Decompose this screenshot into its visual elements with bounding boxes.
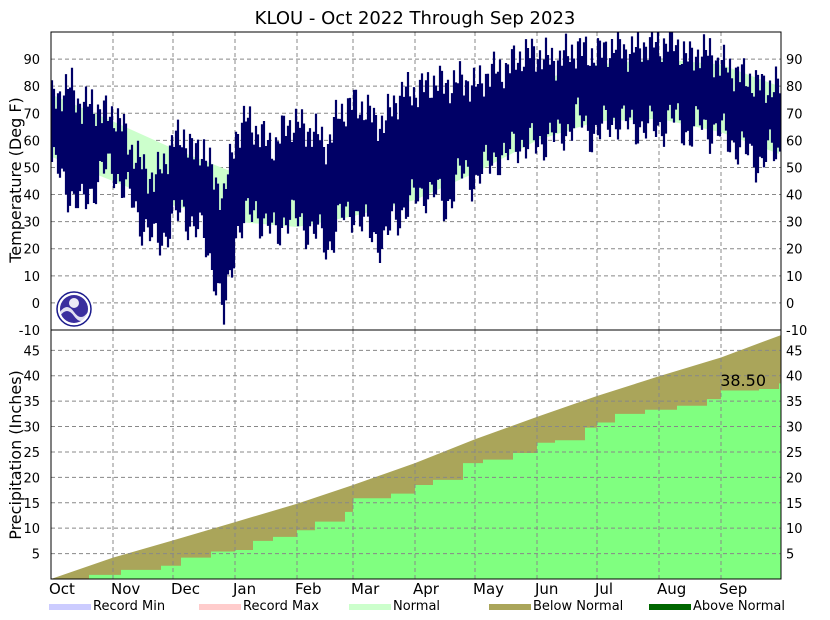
month-label: Dec xyxy=(171,580,200,598)
temperature-y-tick-label: 10 xyxy=(23,270,40,285)
precipitation-y-tick-label: 15 xyxy=(23,497,40,512)
precipitation-y-ticks-right: 5 10 15 20 25 30 35 40 45 xyxy=(786,344,803,562)
month-label: Feb xyxy=(295,580,322,598)
precipitation-y-tick-label: 20 xyxy=(786,471,803,486)
temperature-y-tick-label: 70 xyxy=(23,107,40,122)
temperature-y-tick-label: -10 xyxy=(786,324,807,339)
precipitation-y-tick-label: 5 xyxy=(32,548,40,563)
precipitation-y-tick-label: 25 xyxy=(23,446,40,461)
temperature-y-tick-label: 90 xyxy=(23,53,40,68)
legend-swatch xyxy=(49,604,91,610)
temperature-y-tick-label: 40 xyxy=(786,189,803,204)
precipitation-y-tick-label: 40 xyxy=(786,370,803,385)
precipitation-y-tick-label: 30 xyxy=(23,421,40,436)
temperature-panel: -10 0 10 20 30 40 50 60 70 80 90 -10 0 10 20 30 40 50 60 7… xyxy=(6,32,807,339)
precipitation-panel: 5 10 15 20 25 30 35 40 45 5 10 15 20 25 30 35 40 45 Prec… xyxy=(6,330,803,579)
month-label: Jun xyxy=(534,580,558,598)
precipitation-y-tick-label: 10 xyxy=(786,522,803,537)
temperature-y-axis-label: Temperature (Deg F) xyxy=(6,97,25,264)
temperature-y-tick-label: 60 xyxy=(23,134,40,149)
precipitation-y-tick-label: 15 xyxy=(786,497,803,512)
temperature-y-tick-label: 30 xyxy=(23,216,40,231)
temperature-y-tick-label: 90 xyxy=(786,53,803,68)
chart-title: KLOU - Oct 2022 Through Sep 2023 xyxy=(255,8,576,29)
legend-label: Above Normal xyxy=(693,599,785,614)
precipitation-y-tick-label: 5 xyxy=(786,548,794,563)
temperature-y-tick-label: 70 xyxy=(786,107,803,122)
legend-label: Record Max xyxy=(243,599,319,614)
temperature-y-tick-label: 20 xyxy=(23,243,40,258)
total-precipitation-annotation: 38.50 xyxy=(720,371,766,390)
precipitation-y-tick-label: 35 xyxy=(23,395,40,410)
legend-swatch xyxy=(199,604,241,610)
temperature-y-tick-label: 0 xyxy=(786,297,794,312)
legend-swatch xyxy=(649,604,691,610)
legend-label: Below Normal xyxy=(533,599,623,614)
precipitation-y-tick-label: 20 xyxy=(23,471,40,486)
temperature-y-tick-label: 80 xyxy=(786,80,803,95)
precipitation-y-ticks-left: 5 10 15 20 25 30 35 40 45 xyxy=(23,344,40,562)
legend-label: Normal xyxy=(393,599,440,614)
temperature-y-tick-label: 80 xyxy=(23,80,40,95)
precipitation-y-tick-label: 30 xyxy=(786,421,803,436)
temperature-y-tick-label: 50 xyxy=(23,161,40,176)
precipitation-y-tick-label: 45 xyxy=(23,344,40,359)
precipitation-y-tick-label: 45 xyxy=(786,344,803,359)
legend-label: Record Min xyxy=(93,599,165,614)
legend: Record Min Record Max Normal Below Normal Ab… xyxy=(49,599,785,614)
temperature-y-tick-label: 40 xyxy=(23,189,40,204)
temperature-y-tick-label: 20 xyxy=(786,243,803,258)
temperature-y-tick-label: 10 xyxy=(786,270,803,285)
month-label: Sep xyxy=(719,580,747,598)
month-label: Apr xyxy=(413,580,440,598)
temperature-y-tick-label: 60 xyxy=(786,134,803,149)
month-label: Jul xyxy=(594,580,613,598)
precipitation-frame xyxy=(50,329,782,580)
month-label: Aug xyxy=(657,580,686,598)
legend-swatch xyxy=(349,604,391,610)
month-label: Oct xyxy=(49,580,75,598)
precipitation-grid xyxy=(51,330,781,579)
temperature-y-tick-label: 0 xyxy=(32,297,40,312)
month-label: Nov xyxy=(111,580,140,598)
temperature-y-tick-label: 50 xyxy=(786,161,803,176)
precipitation-y-axis-label: Precipitation (Inches) xyxy=(6,370,25,540)
noaa-logo xyxy=(56,291,92,327)
month-label: May xyxy=(473,580,504,598)
observed-temperature-series xyxy=(50,32,782,325)
temperature-y-tick-label: 30 xyxy=(786,216,803,231)
temperature-y-ticks-right: -10 0 10 20 30 40 50 60 70 80 90 xyxy=(786,53,807,339)
precipitation-y-tick-label: 35 xyxy=(786,395,803,410)
precipitation-y-tick-label: 10 xyxy=(23,522,40,537)
precipitation-y-tick-label: 40 xyxy=(23,370,40,385)
observed-precipitation-area xyxy=(51,383,781,579)
temperature-y-tick-label: -10 xyxy=(19,324,40,339)
temperature-y-ticks-left: -10 0 10 20 30 40 50 60 70 80 90 xyxy=(19,53,40,339)
precipitation-y-tick-label: 25 xyxy=(786,446,803,461)
month-label: Mar xyxy=(351,580,380,598)
month-label: Jan xyxy=(232,580,256,598)
month-axis-labels: Oct Nov Dec Jan Feb Mar Apr May Jun Jul Aug Sep xyxy=(49,580,747,598)
legend-swatch xyxy=(489,604,531,610)
